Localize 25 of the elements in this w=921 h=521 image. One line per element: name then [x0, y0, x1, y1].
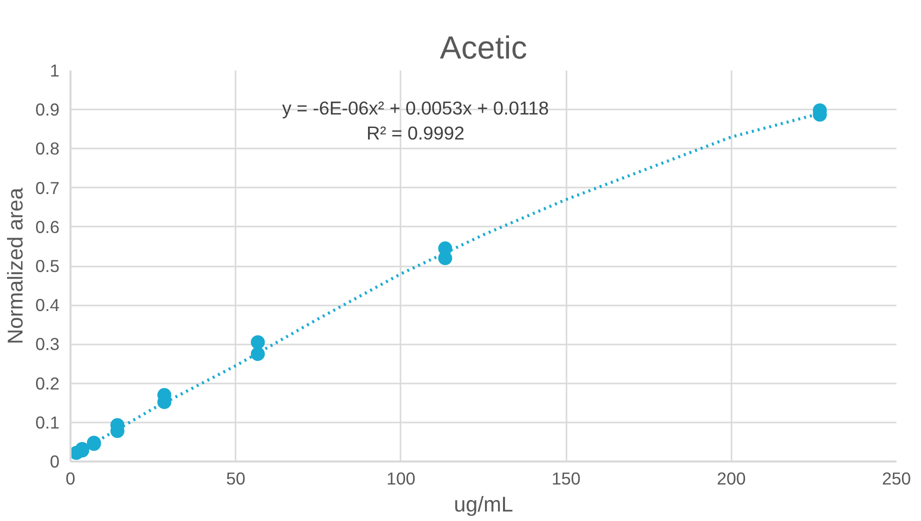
x-tick-label: 150	[552, 468, 581, 488]
point	[250, 335, 265, 350]
y-tick-label: 0.5	[35, 256, 60, 276]
y-tick-label: 0.7	[35, 178, 60, 198]
x-tick-label: 200	[716, 468, 746, 488]
y-tick-label: 0.6	[35, 216, 60, 237]
x-tick-label: 100	[386, 468, 416, 488]
point	[250, 346, 265, 361]
x-axis-title: ug/mL	[454, 492, 514, 516]
x-tick-label: 0	[66, 468, 76, 488]
y-tick-label: 1	[50, 60, 60, 80]
chart-title: Acetic	[440, 30, 528, 66]
y-tick-label: 0.8	[35, 138, 60, 159]
y-tick-label: 0.4	[35, 295, 60, 316]
x-tick-label: 250	[882, 468, 911, 488]
y-tick-label: 0.2	[35, 373, 60, 394]
annotation: y = -6E-06x² + 0.0053x + 0.0118	[282, 98, 549, 118]
point	[438, 251, 452, 266]
y-tick-label: 0.3	[35, 334, 60, 354]
y-tick-label: 0.1	[35, 412, 60, 432]
y-tick-label: 0.9	[35, 100, 60, 120]
y-axis-title: Normalized area	[3, 188, 28, 344]
y-tick-label: 0	[50, 452, 60, 472]
x-tick-label: 50	[226, 468, 246, 488]
annotation: R² = 0.9992	[366, 122, 465, 144]
